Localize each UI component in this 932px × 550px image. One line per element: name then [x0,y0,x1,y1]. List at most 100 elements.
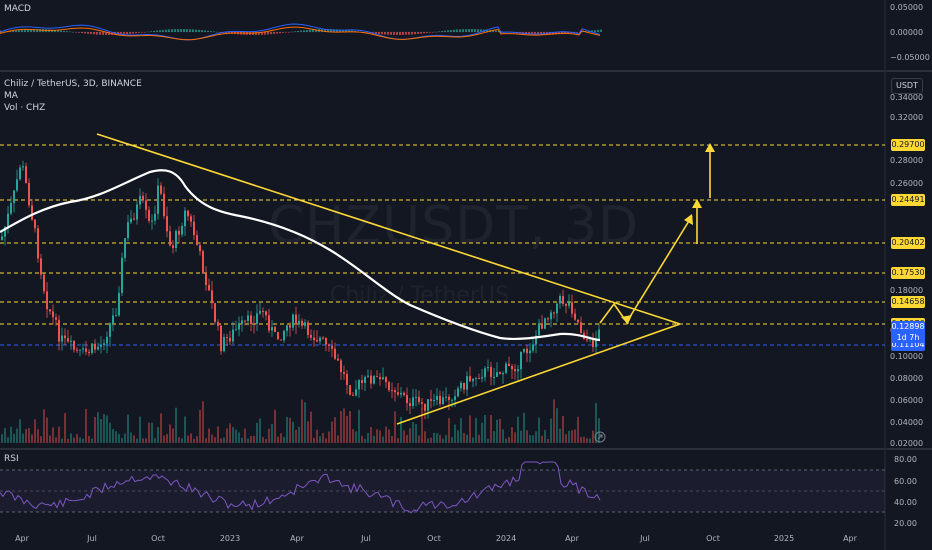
candle-body[interactable] [103,343,105,345]
rsi-pane-label[interactable]: RSI [4,454,19,464]
candle-body[interactable] [187,210,189,217]
candle-body[interactable] [406,395,408,404]
candle-body[interactable] [418,396,420,403]
candle-body[interactable] [256,313,258,325]
candle-body[interactable] [52,311,54,318]
candle-body[interactable] [109,323,111,337]
candle-body[interactable] [181,226,183,235]
candle-body[interactable] [76,349,78,351]
candle-body[interactable] [295,314,297,325]
candle-body[interactable] [409,403,411,406]
candle-body[interactable] [499,372,501,375]
candle-body[interactable] [316,340,318,342]
descending-trendline[interactable] [96,133,681,325]
legend-symbol[interactable]: Chiliz / TetherUS, 3D, BINANCE [4,79,142,89]
candle-body[interactable] [4,226,6,237]
candle-body[interactable] [70,340,72,342]
candle-body[interactable] [223,337,225,352]
candle-body[interactable] [493,376,495,378]
candle-body[interactable] [445,396,447,398]
candle-body[interactable] [313,337,315,341]
horizontal-levels[interactable] [0,144,885,346]
candle-body[interactable] [34,219,36,229]
candle-body[interactable] [226,337,228,339]
candle-body[interactable] [79,349,81,351]
rsi-axis[interactable]: 80.00 60.00 40.00 20.00 [894,455,917,528]
candle-body[interactable] [412,397,414,406]
candle-body[interactable] [478,377,480,379]
candle-body[interactable] [415,396,417,398]
candle-body[interactable] [370,375,372,384]
candle-body[interactable] [253,324,255,326]
candle-body[interactable] [304,322,306,326]
candle-body[interactable] [403,392,405,396]
candle-body[interactable] [376,376,378,378]
candle-body[interactable] [553,312,555,314]
candle-body[interactable] [142,195,144,201]
candle-body[interactable] [289,325,291,328]
candle-body[interactable] [262,310,264,312]
price-axis[interactable]: 0.340000.320000.280000.260000.180000.160… [890,93,923,448]
candle-body[interactable] [328,344,330,346]
candle-body[interactable] [64,335,66,339]
candle-body[interactable] [160,185,162,194]
candle-body[interactable] [112,315,114,324]
candle-body[interactable] [460,382,462,389]
events-icon[interactable] [594,431,606,443]
candle-body[interactable] [382,377,384,380]
candle-body[interactable] [352,394,354,396]
candle-body[interactable] [184,210,186,227]
candle-body[interactable] [562,296,564,304]
candle-body[interactable] [244,320,246,322]
candle-body[interactable] [439,395,441,404]
candle-body[interactable] [97,346,99,350]
candle-body[interactable] [19,167,21,180]
candle-body[interactable] [28,182,30,206]
candle-body[interactable] [577,319,579,323]
candle-body[interactable] [337,358,339,361]
candle-body[interactable] [298,320,300,325]
candle-body[interactable] [166,216,168,232]
candle-body[interactable] [61,335,63,342]
macd-pane-label[interactable]: MACD [4,4,31,14]
candle-body[interactable] [571,302,573,314]
currency-button[interactable]: USDT [891,78,923,94]
candle-body[interactable] [436,395,438,401]
candle-body[interactable] [268,315,270,331]
candle-body[interactable] [301,320,303,326]
candle-body[interactable] [205,273,207,285]
candle-body[interactable] [292,314,294,328]
candle-body[interactable] [214,303,216,322]
candle-body[interactable] [454,396,456,400]
candle-body[interactable] [343,372,345,374]
candle-body[interactable] [247,315,249,321]
candle-body[interactable] [451,399,453,401]
candle-body[interactable] [433,400,435,402]
moving-average-line[interactable] [0,169,601,342]
candle-body[interactable] [349,385,351,395]
candle-body[interactable] [91,343,93,353]
candle-body[interactable] [388,382,390,391]
candle-body[interactable] [127,222,129,239]
candle-body[interactable] [358,380,360,390]
projection-zigzag[interactable] [599,302,629,325]
candle-body[interactable] [508,363,510,367]
candle-body[interactable] [67,338,69,342]
candle-body[interactable] [211,290,213,304]
candle-body[interactable] [391,390,393,392]
candle-body[interactable] [73,340,75,350]
candle-body[interactable] [469,376,471,382]
candle-body[interactable] [43,274,45,292]
candle-body[interactable] [373,376,375,384]
candle-body[interactable] [145,200,147,210]
triangle-pattern[interactable] [96,133,681,425]
candle-body[interactable] [88,351,90,353]
candle-body[interactable] [283,330,285,341]
candle-body[interactable] [463,382,465,390]
candle-body[interactable] [130,218,132,223]
candle-body[interactable] [157,185,159,214]
candle-body[interactable] [523,348,525,352]
candle-body[interactable] [202,251,204,274]
candle-body[interactable] [424,403,426,411]
candle-body[interactable] [10,202,12,214]
